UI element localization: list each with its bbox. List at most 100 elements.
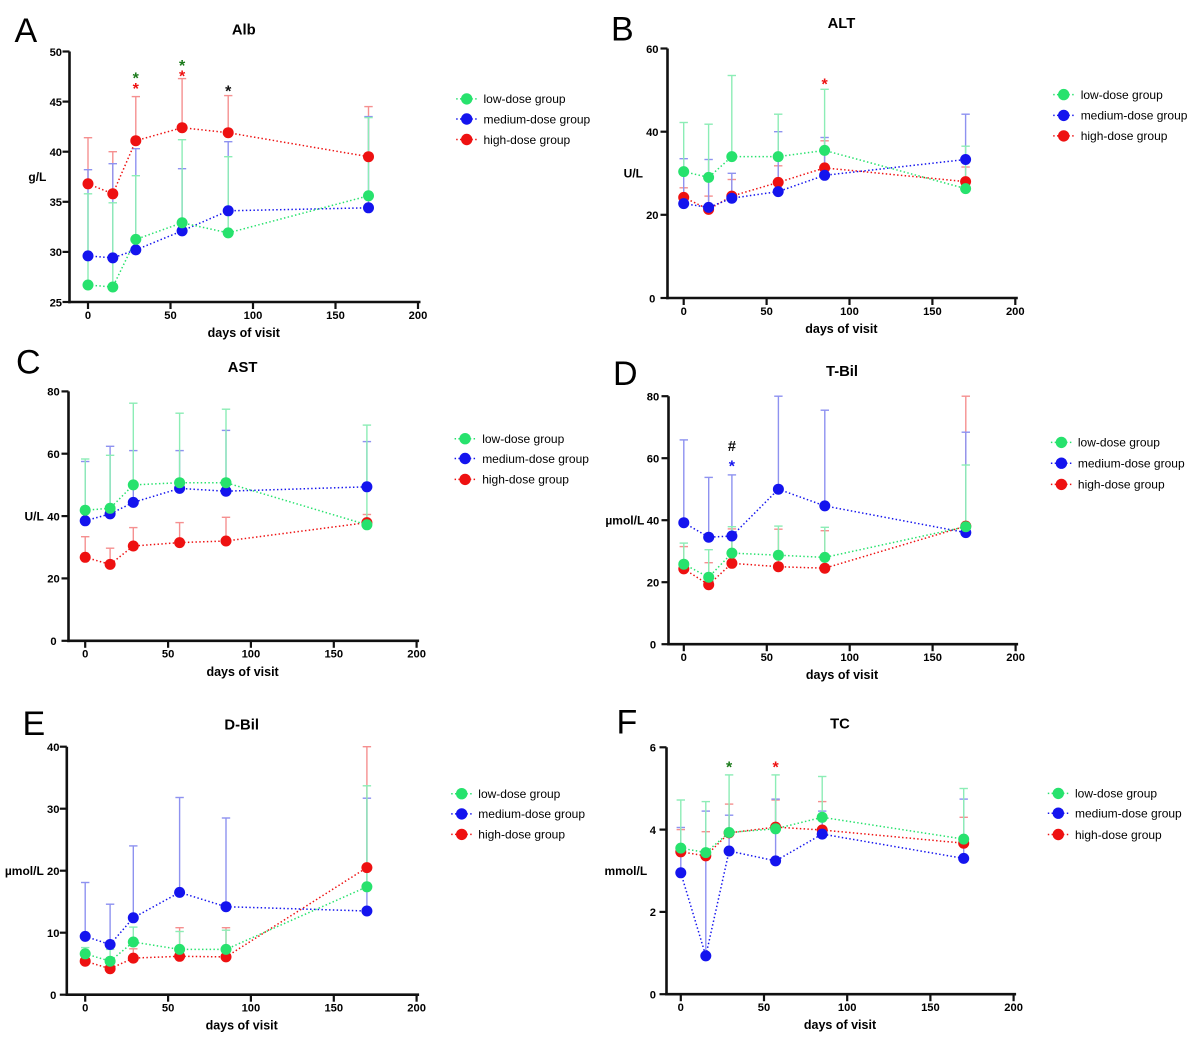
svg-text:100: 100 [840, 306, 859, 318]
svg-text:*: * [726, 760, 733, 777]
svg-text:days of visit: days of visit [804, 1018, 877, 1032]
svg-text:high-dose group: high-dose group [1078, 478, 1165, 492]
svg-text:E: E [23, 705, 46, 743]
svg-text:g/L: g/L [28, 170, 46, 184]
svg-text:T-Bil: T-Bil [826, 364, 858, 380]
svg-text:C: C [16, 344, 41, 382]
svg-text:0: 0 [650, 640, 656, 652]
svg-text:B: B [611, 11, 634, 49]
svg-text:high-dose group: high-dose group [484, 133, 571, 147]
svg-text:50: 50 [761, 652, 773, 664]
svg-text:50: 50 [758, 1002, 770, 1014]
svg-text:4: 4 [650, 825, 657, 837]
svg-text:200: 200 [1006, 306, 1025, 318]
svg-text:days of visit: days of visit [206, 1019, 279, 1033]
svg-text:D-Bil: D-Bil [224, 718, 259, 734]
svg-text:D: D [613, 355, 638, 393]
svg-text:50: 50 [162, 649, 174, 661]
svg-text:100: 100 [838, 1002, 857, 1014]
svg-text:40: 40 [50, 147, 62, 159]
svg-text:0: 0 [50, 990, 56, 1002]
svg-text:days of visit: days of visit [805, 322, 878, 336]
svg-text:10: 10 [47, 928, 59, 940]
svg-text:days of visit: days of visit [806, 668, 879, 682]
svg-text:ALT: ALT [828, 16, 856, 32]
svg-text:6: 6 [650, 743, 656, 755]
svg-text:100: 100 [242, 649, 261, 661]
svg-text:100: 100 [840, 652, 859, 664]
svg-text:200: 200 [407, 1003, 426, 1015]
svg-text:0: 0 [681, 306, 687, 318]
svg-text:#: # [728, 439, 736, 455]
svg-text:low-dose group: low-dose group [484, 92, 566, 106]
svg-text:A: A [15, 12, 38, 50]
svg-text:*: * [729, 459, 736, 476]
svg-text:U/L: U/L [24, 509, 43, 523]
svg-text:60: 60 [647, 454, 659, 466]
svg-text:45: 45 [50, 97, 62, 109]
svg-text:medium-dose group: medium-dose group [1081, 109, 1188, 123]
svg-text:20: 20 [47, 866, 59, 878]
svg-text:low-dose group: low-dose group [482, 432, 564, 446]
svg-text:medium-dose group: medium-dose group [478, 807, 585, 821]
svg-text:*: * [179, 58, 186, 75]
svg-text:*: * [772, 760, 779, 777]
svg-text:200: 200 [1006, 652, 1025, 664]
svg-text:high-dose group: high-dose group [1081, 129, 1168, 143]
svg-text:150: 150 [324, 1003, 343, 1015]
svg-text:40: 40 [647, 516, 659, 528]
svg-text:100: 100 [242, 1003, 261, 1015]
svg-text:100: 100 [244, 310, 263, 322]
svg-text:TC: TC [830, 717, 850, 733]
svg-text:60: 60 [646, 44, 658, 56]
svg-text:low-dose group: low-dose group [1078, 436, 1160, 450]
svg-text:80: 80 [647, 392, 659, 404]
svg-text:50: 50 [164, 310, 176, 322]
svg-text:0: 0 [678, 1002, 684, 1014]
svg-text:medium-dose group: medium-dose group [484, 112, 591, 126]
svg-text:*: * [133, 81, 140, 98]
svg-text:Alb: Alb [232, 23, 256, 39]
svg-text:40: 40 [47, 511, 59, 523]
svg-text:50: 50 [760, 306, 772, 318]
svg-text:20: 20 [646, 210, 658, 222]
svg-text:200: 200 [409, 310, 428, 322]
svg-text:0: 0 [681, 652, 687, 664]
svg-text:20: 20 [647, 578, 659, 590]
svg-text:40: 40 [646, 127, 658, 139]
svg-text:60: 60 [47, 449, 59, 461]
svg-text:*: * [225, 84, 232, 101]
svg-text:2: 2 [650, 907, 656, 919]
svg-text:days of visit: days of visit [208, 326, 281, 340]
svg-text:150: 150 [921, 1002, 940, 1014]
svg-text:35: 35 [50, 197, 62, 209]
svg-text:150: 150 [923, 306, 942, 318]
svg-text:AST: AST [228, 360, 258, 376]
svg-text:low-dose group: low-dose group [1075, 787, 1157, 801]
svg-text:150: 150 [326, 310, 345, 322]
svg-text:0: 0 [85, 310, 91, 322]
svg-text:50: 50 [50, 47, 62, 59]
svg-text:high-dose group: high-dose group [482, 473, 569, 487]
svg-text:30: 30 [50, 247, 62, 259]
svg-text:25: 25 [50, 297, 62, 309]
svg-text:mmol/L: mmol/L [605, 864, 648, 878]
svg-text:150: 150 [923, 652, 942, 664]
svg-text:*: * [133, 71, 140, 88]
svg-text:200: 200 [407, 649, 426, 661]
svg-text:0: 0 [649, 293, 655, 305]
svg-text:high-dose group: high-dose group [478, 828, 565, 842]
svg-text:medium-dose group: medium-dose group [1078, 457, 1185, 471]
svg-text:F: F [617, 704, 638, 742]
svg-text:U/L: U/L [624, 167, 643, 181]
svg-text:0: 0 [82, 1003, 88, 1015]
svg-text:low-dose group: low-dose group [1081, 88, 1163, 102]
svg-text:20: 20 [47, 574, 59, 586]
svg-text:*: * [179, 69, 186, 86]
svg-text:40: 40 [47, 742, 59, 754]
svg-text:days of visit: days of visit [206, 665, 279, 679]
svg-text:medium-dose group: medium-dose group [482, 452, 589, 466]
svg-text:150: 150 [324, 649, 343, 661]
svg-text:0: 0 [82, 649, 88, 661]
svg-text:50: 50 [162, 1003, 174, 1015]
